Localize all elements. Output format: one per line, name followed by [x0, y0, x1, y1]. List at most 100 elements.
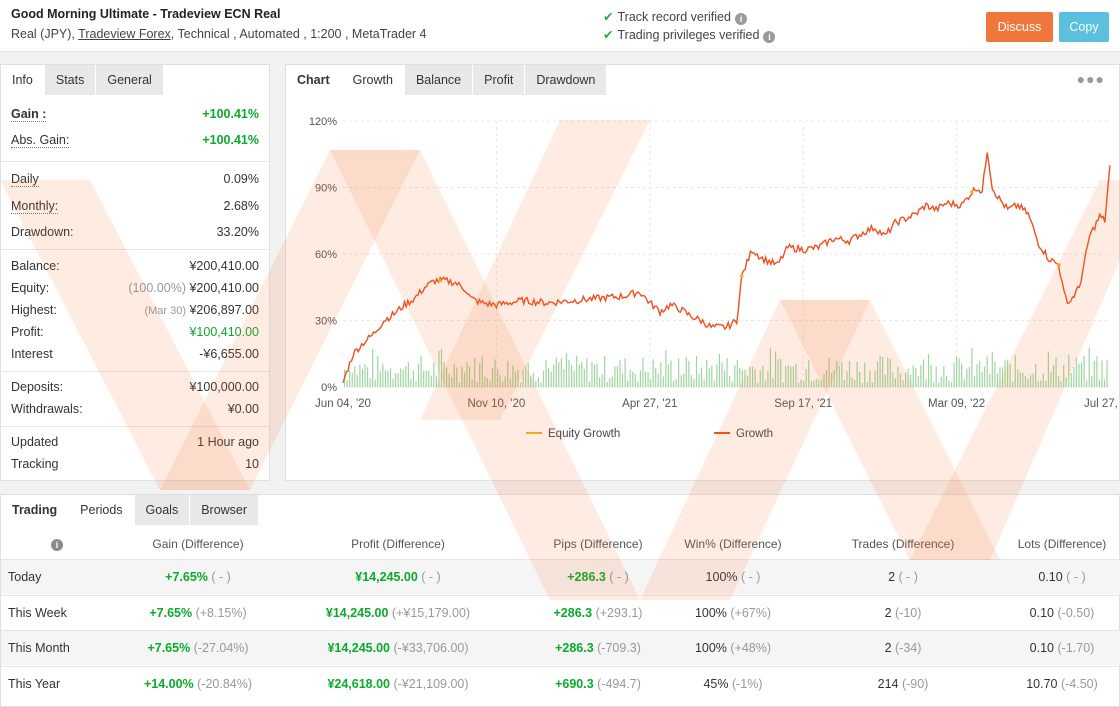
volume-bar — [887, 357, 889, 387]
broker-link[interactable]: Tradeview Forex — [78, 27, 171, 41]
period-label: This Year — [8, 676, 61, 691]
trades-cell: 2 (-10) — [813, 596, 993, 631]
volume-bar — [1065, 377, 1067, 387]
trades-value: 2 — [884, 605, 892, 620]
tab-profit[interactable]: Profit — [473, 65, 526, 95]
volume-bar — [578, 364, 580, 387]
abs-gain-label[interactable]: Abs. Gain: — [11, 133, 70, 148]
info-icon[interactable]: i — [763, 31, 776, 43]
volume-bar — [1045, 380, 1047, 387]
profit-cell: ¥14,245.00 ( - ) — [303, 560, 493, 595]
volume-bar — [915, 368, 917, 387]
daily-label[interactable]: Daily — [11, 172, 39, 187]
volume-bar — [996, 373, 998, 387]
volume-bar — [601, 374, 603, 387]
drawdown-value: 33.20% — [216, 225, 259, 239]
volume-bar — [935, 366, 937, 387]
volume-bar — [851, 377, 853, 387]
drawdown-row: Drawdown: 33.20% — [11, 225, 259, 243]
volume-bar — [866, 382, 868, 387]
volume-bar — [968, 366, 970, 387]
volume-bar — [377, 356, 379, 387]
volume-bar — [573, 370, 575, 387]
monthly-label[interactable]: Monthly: — [11, 199, 59, 214]
more-options-icon[interactable]: ●●● — [1076, 71, 1105, 87]
volume-bar — [905, 372, 907, 387]
volume-bar — [570, 365, 573, 387]
volume-bar — [514, 371, 517, 387]
volume-bar — [805, 369, 807, 387]
tab-balance[interactable]: Balance — [404, 65, 474, 95]
tab-general[interactable]: General — [96, 65, 164, 95]
volume-bar — [1055, 357, 1057, 387]
equity-point — [438, 278, 442, 283]
volume-bar — [1009, 363, 1011, 387]
tab-growth[interactable]: Growth — [341, 65, 405, 95]
volume-bar — [428, 370, 430, 387]
volume-bar — [596, 364, 598, 387]
volume-bar — [1035, 363, 1037, 387]
volume-bar — [507, 360, 509, 387]
info-icon[interactable]: i — [51, 539, 63, 551]
growth-chart[interactable]: 0% 30% 60% 90% 120% Jun 04, '20 Nov 10, '20 Apr… — [286, 95, 1119, 480]
tab-stats[interactable]: Stats — [44, 65, 97, 95]
volume-bar — [930, 364, 932, 387]
volume-bar — [744, 369, 746, 387]
info-icon[interactable]: i — [734, 13, 747, 25]
volume-bar — [540, 382, 542, 387]
volume-bar — [497, 369, 499, 387]
pips-cell: +690.3 (-494.7) — [493, 667, 703, 702]
volume-bar — [484, 376, 486, 387]
volume-bar — [384, 370, 386, 387]
volume-bar — [976, 364, 978, 387]
volume-bar — [772, 378, 774, 387]
volume-bar — [1001, 367, 1004, 387]
volume-bar — [407, 361, 409, 387]
volume-bar — [754, 369, 756, 387]
volume-bar — [734, 365, 736, 387]
gain-cell: +7.65% (+8.15%) — [93, 596, 303, 631]
volume-bar — [713, 380, 715, 387]
volume-bar — [387, 370, 389, 387]
lots-cell: 0.10 (-1.70) — [973, 631, 1120, 666]
volume-bar — [785, 365, 787, 387]
volume-bar — [629, 369, 631, 387]
profit-difference: (+¥15,179.00) — [388, 605, 471, 620]
volume-bar — [609, 377, 611, 387]
volume-bar — [481, 356, 483, 387]
x-tick-label: Apr 27, '21 — [622, 398, 677, 410]
volume-bar — [922, 359, 925, 387]
volume-bar — [978, 360, 981, 387]
updated-label: Updated — [11, 435, 59, 449]
volume-bar — [486, 378, 488, 387]
tab-info[interactable]: Info — [1, 65, 45, 95]
equity-value: ¥200,410.00 — [189, 281, 259, 295]
volume-bar — [777, 359, 779, 387]
header-pips: Pips (Difference) — [553, 537, 643, 551]
volume-bar — [392, 378, 394, 387]
volume-bar — [792, 366, 794, 387]
volume-bar — [695, 356, 698, 387]
volume-bar — [729, 376, 731, 387]
volume-bar — [690, 375, 692, 387]
copy-button[interactable]: Copy — [1059, 12, 1109, 42]
volume-bar — [448, 373, 450, 387]
tab-drawdown[interactable]: Drawdown — [525, 65, 608, 95]
volume-bar — [790, 366, 792, 387]
tracking-label: Tracking — [11, 457, 59, 471]
monthly-row: Monthly: 2.68% — [11, 199, 259, 217]
tab-browser[interactable]: Browser — [190, 495, 260, 525]
volume-bar — [639, 370, 641, 387]
volume-bar — [389, 367, 392, 387]
gain-label[interactable]: Gain : — [11, 107, 47, 122]
deposits-label: Deposits: — [11, 380, 64, 394]
volume-bar — [1032, 373, 1034, 387]
volume-bar — [662, 376, 664, 387]
tab-periods[interactable]: Periods — [69, 495, 135, 525]
tab-goals[interactable]: Goals — [134, 495, 191, 525]
volume-bar — [769, 348, 772, 387]
deposits-row: Deposits: ¥100,000.00 — [11, 380, 259, 398]
discuss-button[interactable]: Discuss — [986, 12, 1053, 42]
volume-bar — [655, 367, 657, 387]
volume-bar — [940, 376, 942, 387]
